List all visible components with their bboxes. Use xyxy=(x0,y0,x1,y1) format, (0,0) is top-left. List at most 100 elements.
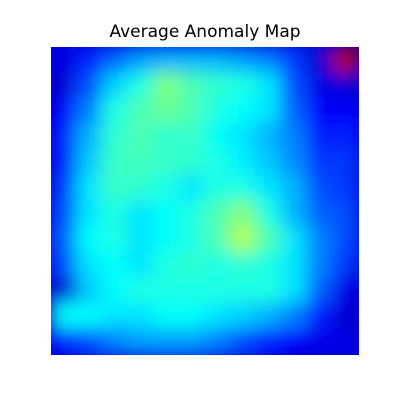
heatmap-cell xyxy=(255,47,283,74)
heatmap-cell xyxy=(51,174,78,202)
heatmap-cell xyxy=(204,148,232,177)
heatmap-cell xyxy=(204,251,232,279)
heatmap-cell xyxy=(152,328,181,355)
heatmap-cell xyxy=(281,123,309,151)
heatmap-cell xyxy=(229,47,258,74)
heatmap-cell xyxy=(178,71,206,100)
heatmap-cell xyxy=(306,174,335,202)
heatmap-cell xyxy=(306,200,335,228)
heatmap-cell xyxy=(229,277,258,305)
heatmap-cell xyxy=(127,200,155,228)
heatmap-cell xyxy=(281,47,309,74)
heatmap-cell xyxy=(281,97,309,125)
heatmap-cell xyxy=(332,302,359,331)
heatmap-cell xyxy=(75,302,104,331)
heatmap-cell xyxy=(255,251,283,279)
heatmap-cell xyxy=(127,328,155,355)
heatmap-cell xyxy=(152,302,181,331)
heatmap-cell xyxy=(178,251,206,279)
heatmap-cell xyxy=(204,328,232,355)
heatmap-cell xyxy=(101,148,129,177)
heatmap-cell xyxy=(306,225,335,254)
heatmap-cell xyxy=(178,148,206,177)
heatmap-cell xyxy=(204,174,232,202)
heatmap-cell xyxy=(178,328,206,355)
heatmap-cell xyxy=(204,71,232,100)
heatmap-cell xyxy=(332,328,359,355)
heatmap-cell xyxy=(152,174,181,202)
heatmap-cell xyxy=(51,71,78,100)
heatmap-cell xyxy=(281,200,309,228)
heatmap-cell xyxy=(204,302,232,331)
heatmap-cell xyxy=(229,71,258,100)
heatmap-cell xyxy=(281,251,309,279)
heatmap-cell xyxy=(152,277,181,305)
heatmap-cell xyxy=(101,302,129,331)
heatmap-cell xyxy=(127,47,155,74)
heatmap-cell xyxy=(127,71,155,100)
heatmap-cell xyxy=(178,47,206,74)
heatmap-cell xyxy=(127,148,155,177)
heatmap-cell xyxy=(306,328,335,355)
heatmap-cell xyxy=(229,97,258,125)
heatmap-cell xyxy=(127,174,155,202)
heatmap-cell xyxy=(75,251,104,279)
heatmap-cell xyxy=(51,123,78,151)
heatmap-cell xyxy=(101,200,129,228)
heatmap-cell xyxy=(51,302,78,331)
heatmap-cell xyxy=(255,277,283,305)
heatmap-plot xyxy=(51,47,359,355)
heatmap-cell xyxy=(75,47,104,74)
heatmap-cell xyxy=(204,200,232,228)
heatmap-cell xyxy=(101,123,129,151)
heatmap-cell xyxy=(255,71,283,100)
heatmap-cell xyxy=(229,328,258,355)
heatmap-cell xyxy=(101,225,129,254)
heatmap-cell xyxy=(255,302,283,331)
heatmap-cell xyxy=(332,123,359,151)
heatmap-cell xyxy=(306,302,335,331)
heatmap-cell xyxy=(229,148,258,177)
heatmap-cell xyxy=(178,200,206,228)
heatmap-cell xyxy=(255,174,283,202)
heatmap-cell xyxy=(101,174,129,202)
heatmap-cell xyxy=(332,277,359,305)
heatmap-cell xyxy=(306,47,335,74)
heatmap-cell xyxy=(51,328,78,355)
heatmap-cell xyxy=(178,277,206,305)
heatmap-cell xyxy=(204,225,232,254)
heatmap-cell xyxy=(152,225,181,254)
heatmap-cell xyxy=(51,97,78,125)
heatmap-cell xyxy=(178,123,206,151)
heatmap-cell xyxy=(229,174,258,202)
heatmap-cell xyxy=(75,174,104,202)
heatmap-cell xyxy=(255,148,283,177)
heatmap-cell xyxy=(75,148,104,177)
heatmap-cell xyxy=(281,174,309,202)
heatmap-cell xyxy=(152,123,181,151)
heatmap-cell xyxy=(75,277,104,305)
heatmap-cell xyxy=(332,174,359,202)
heatmap-cell xyxy=(332,251,359,279)
heatmap-cell xyxy=(281,71,309,100)
heatmap-cell xyxy=(75,71,104,100)
heatmap-cell xyxy=(152,148,181,177)
heatmap-cell xyxy=(75,225,104,254)
heatmap-cell xyxy=(101,251,129,279)
heatmap-cell xyxy=(152,47,181,74)
heatmap-cell xyxy=(306,71,335,100)
heatmap-cell xyxy=(127,277,155,305)
heatmap-cell xyxy=(281,277,309,305)
heatmap-cell xyxy=(178,302,206,331)
heatmap-cell xyxy=(306,277,335,305)
heatmap-cell xyxy=(281,302,309,331)
heatmap-cell xyxy=(51,225,78,254)
heatmap-cell xyxy=(51,251,78,279)
heatmap-cell xyxy=(127,97,155,125)
heatmap-cell xyxy=(204,277,232,305)
heatmap-cell xyxy=(255,97,283,125)
heatmap-cell xyxy=(229,302,258,331)
heatmap-cell xyxy=(306,123,335,151)
heatmap-cell xyxy=(255,123,283,151)
heatmap-cell xyxy=(204,47,232,74)
